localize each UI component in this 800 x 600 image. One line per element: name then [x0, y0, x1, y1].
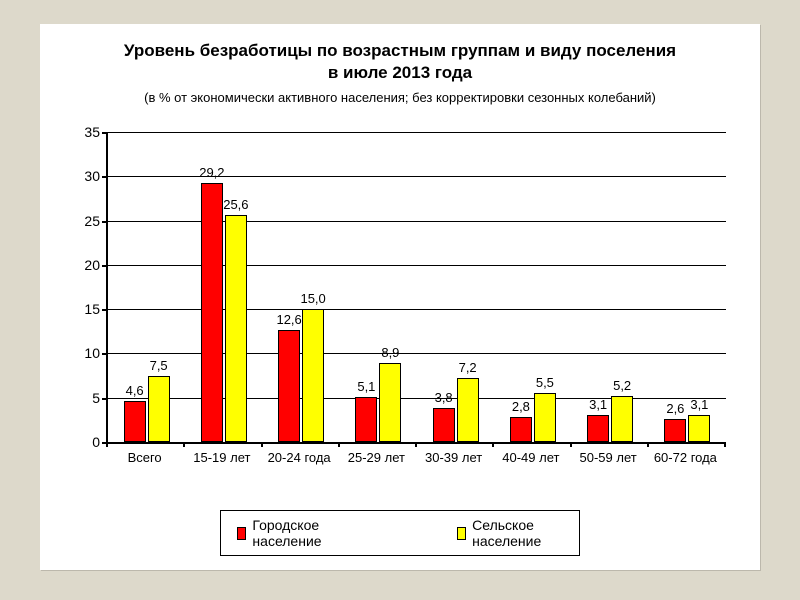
x-axis-label: 25-29 лет	[336, 450, 416, 465]
plot-area: 05101520253035 4,67,529,225,612,615,05,1…	[60, 132, 740, 492]
y-tick-label: 30	[60, 168, 100, 184]
bar-rural	[302, 309, 324, 442]
x-tick-mark	[570, 442, 572, 447]
legend-swatch-urban	[237, 527, 246, 540]
bar-value-label: 25,6	[223, 197, 248, 212]
x-tick-mark	[415, 442, 417, 447]
bar-urban	[510, 417, 532, 442]
y-tick-label: 25	[60, 213, 100, 229]
bar-urban	[278, 330, 300, 442]
x-tick-mark	[106, 442, 108, 447]
bar-value-label: 29,2	[199, 165, 224, 180]
bar-urban	[587, 415, 609, 442]
x-tick-mark	[183, 442, 185, 447]
chart-container: Уровень безработицы по возрастным группа…	[40, 24, 760, 570]
bar-rural	[225, 215, 247, 442]
bar-urban	[664, 419, 686, 442]
legend-label-rural: Сельское население	[472, 517, 563, 549]
bar-rural	[379, 363, 401, 442]
bar-value-label: 2,6	[666, 401, 684, 416]
title-line1: Уровень безработицы по возрастным группа…	[40, 40, 760, 62]
bar-urban	[433, 408, 455, 442]
bar-value-label: 7,2	[459, 360, 477, 375]
legend-item-rural: Сельское население	[457, 517, 563, 549]
bar-rural	[148, 376, 170, 442]
x-tick-mark	[647, 442, 649, 447]
x-axis-label: Всего	[105, 450, 185, 465]
bar-value-label: 5,1	[357, 379, 375, 394]
chart-title: Уровень безработицы по возрастным группа…	[40, 24, 760, 84]
plot: 4,6 7,5 29,2 25,6 12,6 15,0 5,1 8,9 3,8 7,2 2,8 5,5…	[106, 132, 726, 444]
bar-value-label: 5,5	[536, 375, 554, 390]
legend: Городское население Сельское население	[220, 510, 580, 556]
bar-value-label: 7,5	[150, 358, 168, 373]
legend-item-urban: Городское население	[237, 517, 347, 549]
bar-value-label: 3,1	[690, 397, 708, 412]
bar-urban	[201, 183, 223, 442]
y-tick-label: 10	[60, 345, 100, 361]
legend-swatch-rural	[457, 527, 466, 540]
y-tick-label: 5	[60, 390, 100, 406]
chart-subtitle: (в % от экономически активного населения…	[40, 90, 760, 105]
y-tick-label: 20	[60, 257, 100, 273]
x-axis-label: 30-39 лет	[414, 450, 494, 465]
gridline	[108, 132, 726, 133]
bar-rural	[534, 393, 556, 442]
x-axis-label: 40-49 лет	[491, 450, 571, 465]
bar-value-label: 5,2	[613, 378, 631, 393]
bar-rural	[611, 396, 633, 442]
title-line2: в июле 2013 года	[40, 62, 760, 84]
x-axis-label: 60-72 года	[645, 450, 725, 465]
legend-label-urban: Городское население	[252, 517, 346, 549]
bar-value-label: 12,6	[276, 312, 301, 327]
bar-value-label: 3,8	[435, 390, 453, 405]
bar-value-label: 8,9	[381, 345, 399, 360]
y-tick-label: 0	[60, 434, 100, 450]
bar-rural	[688, 415, 710, 442]
bar-value-label: 4,6	[126, 383, 144, 398]
y-tick-label: 15	[60, 301, 100, 317]
x-tick-mark	[492, 442, 494, 447]
x-tick-mark	[261, 442, 263, 447]
x-tick-mark	[338, 442, 340, 447]
bar-value-label: 3,1	[589, 397, 607, 412]
y-tick-label: 35	[60, 124, 100, 140]
bar-value-label: 15,0	[300, 291, 325, 306]
bar-value-label: 2,8	[512, 399, 530, 414]
bar-rural	[457, 378, 479, 442]
x-tick-mark	[724, 442, 726, 447]
page: Уровень безработицы по возрастным группа…	[0, 0, 800, 600]
x-axis-label: 50-59 лет	[568, 450, 648, 465]
bar-urban	[355, 397, 377, 442]
x-axis-label: 15-19 лет	[182, 450, 262, 465]
bar-urban	[124, 401, 146, 442]
x-axis-label: 20-24 года	[259, 450, 339, 465]
